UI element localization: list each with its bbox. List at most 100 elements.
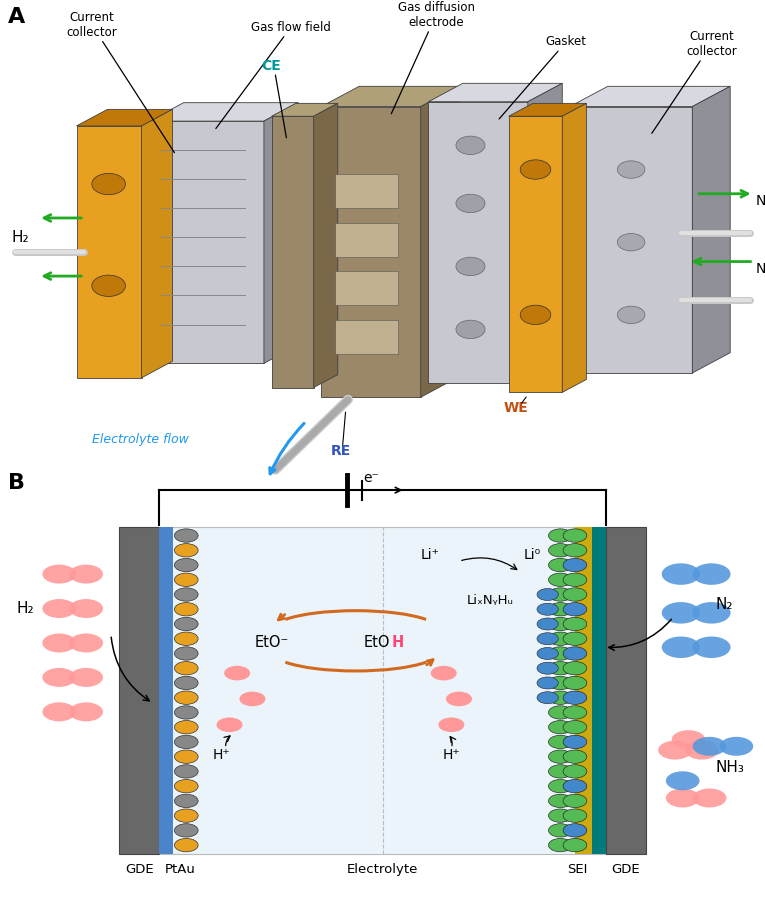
Circle shape <box>70 564 103 584</box>
Circle shape <box>563 588 587 601</box>
Circle shape <box>42 702 76 721</box>
Circle shape <box>92 275 125 296</box>
Circle shape <box>174 839 198 852</box>
Polygon shape <box>272 117 314 388</box>
Text: NH₃: NH₃ <box>756 194 765 208</box>
Circle shape <box>520 160 551 179</box>
Circle shape <box>549 794 572 807</box>
Circle shape <box>563 662 587 675</box>
Text: Gas diffusion
electrode: Gas diffusion electrode <box>392 1 474 114</box>
Bar <box>575 527 592 854</box>
Polygon shape <box>562 103 587 392</box>
Circle shape <box>70 702 103 721</box>
Circle shape <box>662 602 700 623</box>
Text: GDE: GDE <box>611 863 640 876</box>
Polygon shape <box>428 83 562 101</box>
Circle shape <box>563 603 587 616</box>
Circle shape <box>563 736 587 749</box>
Circle shape <box>563 647 587 660</box>
Text: EtO: EtO <box>363 635 390 650</box>
Circle shape <box>174 588 198 601</box>
Text: PtAu: PtAu <box>164 863 195 876</box>
Text: Current
collector: Current collector <box>652 30 737 134</box>
Circle shape <box>174 794 198 807</box>
Circle shape <box>549 720 572 734</box>
Circle shape <box>456 136 485 154</box>
Circle shape <box>174 750 198 763</box>
Text: RE: RE <box>330 444 350 458</box>
Polygon shape <box>264 102 298 363</box>
Polygon shape <box>421 86 458 397</box>
Circle shape <box>174 823 198 837</box>
Circle shape <box>563 779 587 793</box>
Circle shape <box>537 588 558 600</box>
Circle shape <box>70 633 103 652</box>
Circle shape <box>549 603 572 616</box>
Text: Li⁰: Li⁰ <box>524 548 541 562</box>
Circle shape <box>42 564 76 584</box>
Circle shape <box>537 604 558 615</box>
Circle shape <box>70 668 103 687</box>
Circle shape <box>563 676 587 690</box>
Circle shape <box>537 677 558 689</box>
Circle shape <box>685 741 719 760</box>
Polygon shape <box>335 174 398 208</box>
Text: SEI: SEI <box>568 863 588 876</box>
Text: Electrolyte flow: Electrolyte flow <box>92 433 189 446</box>
Text: LiₓNᵧHᵤ: LiₓNᵧHᵤ <box>467 594 513 607</box>
Circle shape <box>456 195 485 213</box>
Circle shape <box>537 692 558 704</box>
Circle shape <box>563 823 587 837</box>
Circle shape <box>549 676 572 690</box>
Polygon shape <box>335 222 398 257</box>
Text: H⁺: H⁺ <box>213 748 231 762</box>
Circle shape <box>456 257 485 275</box>
Circle shape <box>563 839 587 852</box>
Circle shape <box>174 617 198 631</box>
Circle shape <box>549 750 572 763</box>
Circle shape <box>520 305 551 325</box>
Circle shape <box>563 809 587 823</box>
Circle shape <box>456 320 485 338</box>
Text: N₂: N₂ <box>715 597 733 612</box>
Circle shape <box>549 823 572 837</box>
Circle shape <box>563 544 587 557</box>
Circle shape <box>692 637 731 658</box>
Text: GDE: GDE <box>125 863 154 876</box>
Circle shape <box>174 647 198 660</box>
Text: Current
collector: Current collector <box>67 11 174 152</box>
Text: CE: CE <box>262 59 282 74</box>
Circle shape <box>549 765 572 778</box>
Bar <box>606 527 646 854</box>
Text: WE: WE <box>504 401 529 414</box>
Text: H₂: H₂ <box>11 231 29 245</box>
Circle shape <box>549 691 572 704</box>
Circle shape <box>617 161 645 179</box>
Circle shape <box>224 666 250 681</box>
Polygon shape <box>335 271 398 305</box>
Text: Li⁺: Li⁺ <box>421 548 440 562</box>
Circle shape <box>174 736 198 749</box>
Polygon shape <box>321 107 421 397</box>
Circle shape <box>692 736 726 756</box>
Polygon shape <box>76 126 142 378</box>
Circle shape <box>563 529 587 542</box>
Circle shape <box>549 617 572 631</box>
Bar <box>159 527 606 854</box>
Circle shape <box>563 720 587 734</box>
Circle shape <box>42 599 76 618</box>
Circle shape <box>720 736 754 756</box>
Text: H₂: H₂ <box>17 601 34 616</box>
Circle shape <box>174 573 198 587</box>
Circle shape <box>666 788 699 807</box>
Circle shape <box>692 563 731 585</box>
Bar <box>592 527 606 854</box>
Circle shape <box>549 544 572 557</box>
Text: N₂: N₂ <box>756 262 765 276</box>
Circle shape <box>42 668 76 687</box>
Polygon shape <box>149 102 298 121</box>
Circle shape <box>549 662 572 675</box>
Text: H⁺: H⁺ <box>442 748 461 762</box>
Text: Electrolyte: Electrolyte <box>347 863 418 876</box>
Polygon shape <box>272 103 337 117</box>
